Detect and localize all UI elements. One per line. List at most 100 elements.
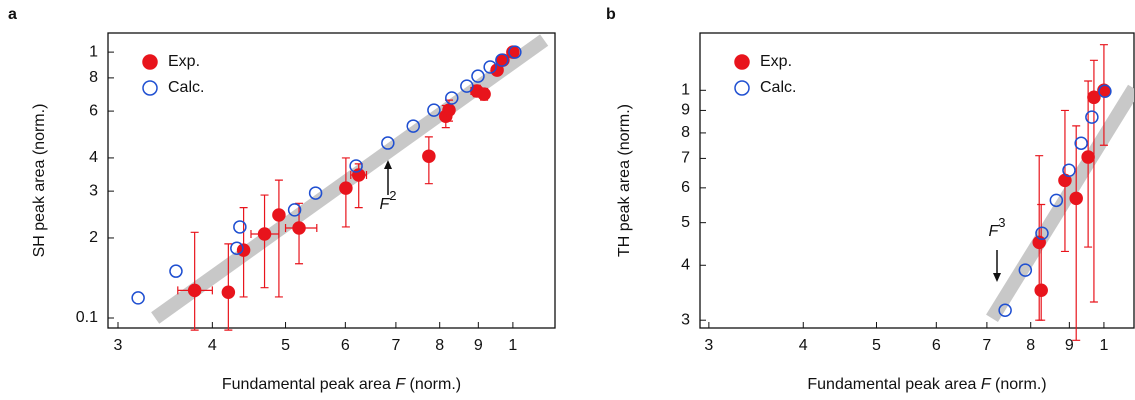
annotation-text: F [988, 223, 999, 240]
x-tick-label: 3 [704, 337, 713, 354]
y-tick-label: 5 [681, 214, 690, 231]
y-tick-label: 8 [89, 69, 98, 86]
data-point [471, 69, 485, 83]
y-tick-label: 3 [681, 311, 690, 328]
data-point [230, 241, 244, 255]
data-point [1049, 193, 1064, 208]
y-tick-label: 1 [89, 43, 98, 60]
annotation-text: F [379, 196, 390, 213]
data-point [998, 303, 1012, 318]
data-point [381, 136, 395, 150]
legend-label: Exp. [168, 53, 200, 70]
legend-marker [734, 80, 750, 96]
annotation: F3 [988, 215, 1005, 240]
x-axis-label-part: (norm.) [991, 376, 1047, 393]
y-tick-label: 4 [681, 256, 690, 273]
x-tick-label: 1 [508, 337, 517, 354]
data-point [427, 103, 441, 117]
y-tick-label: 9 [681, 102, 690, 119]
x-tick-label: 7 [391, 337, 400, 354]
y-tick-label: 1 [681, 82, 690, 99]
x-tick-label: 6 [341, 337, 350, 354]
x-tick-label: 1 [1099, 337, 1108, 354]
y-axis-label: TH peak area (norm.) [616, 104, 633, 257]
data-point [406, 119, 420, 133]
annotation-sup: 2 [389, 188, 396, 203]
data-point [1074, 136, 1088, 150]
data-point [1098, 84, 1112, 99]
legend-label: Exp. [760, 53, 792, 70]
x-tick-label: 9 [474, 337, 483, 354]
legend-marker [142, 54, 158, 70]
data-point [1081, 150, 1095, 164]
x-axis-label-part: Fundamental peak area [222, 376, 395, 393]
y-tick-label: 2 [89, 229, 98, 246]
data-point [1035, 226, 1049, 241]
data-point [257, 227, 272, 241]
error-bar [1072, 125, 1081, 341]
x-tick-label: 6 [932, 337, 941, 354]
error-bar [190, 231, 199, 331]
plot-frame [107, 32, 556, 329]
x-axis-label-part: F [395, 376, 406, 393]
data-point [442, 103, 456, 117]
data-point [349, 159, 363, 173]
data-point [1018, 263, 1033, 277]
data-point [233, 220, 247, 234]
x-axis-label-part: Fundamental peak area [807, 376, 980, 393]
data-point [1069, 191, 1083, 206]
data-point [308, 186, 323, 200]
data-point [422, 149, 436, 163]
y-tick-label: 6 [681, 179, 690, 196]
plot-content [131, 34, 549, 331]
data-point [508, 45, 522, 59]
x-axis-label: Fundamental peak area F (norm.) [222, 376, 461, 393]
y-axis-label: SH peak area (norm.) [31, 104, 48, 258]
plot-frame [699, 32, 1135, 329]
data-point [483, 60, 497, 74]
x-tick-label: 3 [114, 337, 123, 354]
y-tick-label: 7 [681, 150, 690, 167]
data-point [477, 87, 491, 101]
y-tick-label: 4 [89, 149, 98, 166]
panel-label: b [606, 6, 616, 23]
y-tick-label: 6 [89, 102, 98, 119]
data-point [460, 79, 474, 93]
data-point [272, 208, 286, 222]
data-point [1087, 90, 1101, 105]
data-point [287, 203, 302, 217]
data-point [1062, 163, 1076, 177]
data-point [221, 285, 236, 299]
y-tick-label: 3 [89, 182, 98, 199]
data-point [1034, 283, 1048, 297]
error-bar [1084, 80, 1093, 248]
fit-line [151, 34, 549, 324]
x-tick-label: 7 [982, 337, 991, 354]
x-axis-label-part: F [981, 376, 992, 393]
error-bar [274, 179, 283, 298]
y-tick-label: 0.1 [76, 309, 98, 326]
legend-label: Calc. [760, 79, 796, 96]
plot-area [986, 44, 1134, 341]
error-bar [260, 194, 269, 289]
data-point [187, 283, 202, 298]
x-tick-label: 8 [1026, 337, 1035, 354]
error-bar [1037, 203, 1046, 321]
fit-line [986, 84, 1134, 322]
y-tick-label: 8 [681, 124, 690, 141]
data-point [495, 53, 509, 67]
plot-content [986, 44, 1134, 341]
panel-label: a [8, 6, 17, 23]
data-point [445, 91, 459, 105]
plot-area [131, 34, 549, 331]
x-tick-label: 8 [435, 337, 444, 354]
legend-label: Calc. [168, 79, 204, 96]
x-axis-label-part: (norm.) [405, 376, 461, 393]
x-tick-label: 4 [208, 337, 217, 354]
annotation-sup: 3 [998, 215, 1005, 230]
x-tick-label: 5 [872, 337, 881, 354]
data-point [1085, 110, 1099, 124]
annotation-arrowhead [384, 160, 392, 169]
x-tick-label: 4 [799, 337, 808, 354]
